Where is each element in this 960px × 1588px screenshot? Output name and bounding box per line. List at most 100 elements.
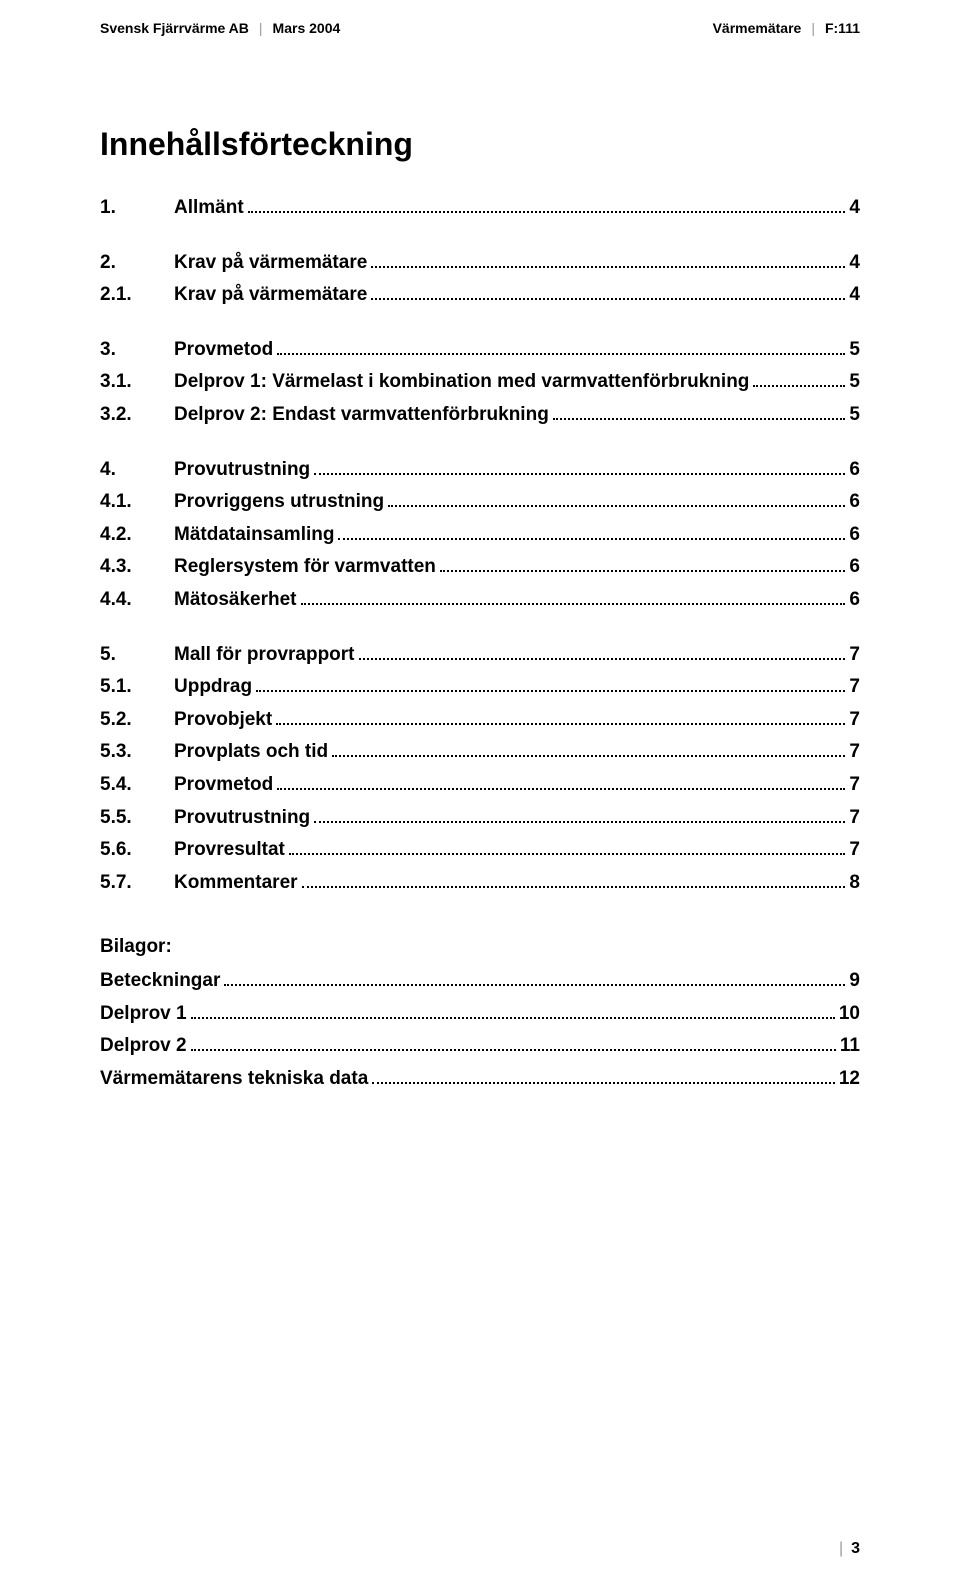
toc-entry-number: 4.3. bbox=[100, 554, 174, 581]
toc-entry-number: 4. bbox=[100, 457, 174, 484]
toc-entry-number: 4.4. bbox=[100, 587, 174, 614]
toc-entry-label: Delprov 2: Endast varmvattenförbrukning bbox=[174, 402, 549, 429]
appendix-leader-dots bbox=[191, 1034, 836, 1051]
toc-leader-dots bbox=[338, 523, 845, 540]
toc-entry: 4.2.Mätdatainsamling 6 bbox=[100, 522, 860, 549]
toc-entry-page: 6 bbox=[849, 587, 860, 614]
toc-entry-page: 6 bbox=[849, 522, 860, 549]
toc-entry-number: 5.3. bbox=[100, 739, 174, 766]
toc-leader-dots bbox=[388, 490, 845, 507]
toc-entry-label: Provutrustning bbox=[174, 805, 310, 832]
appendix-entry: Värmemätarens tekniska data 12 bbox=[100, 1066, 860, 1093]
toc-entry-page: 7 bbox=[849, 739, 860, 766]
appendix-entry-page: 12 bbox=[839, 1066, 860, 1093]
toc-entry-page: 6 bbox=[849, 489, 860, 516]
toc-leader-dots bbox=[553, 403, 846, 420]
toc-entry-number: 2. bbox=[100, 250, 174, 277]
toc-entry-page: 5 bbox=[849, 402, 860, 429]
toc-entry: 3.2.Delprov 2: Endast varmvattenförbrukn… bbox=[100, 402, 860, 429]
toc-entry-number: 5.7. bbox=[100, 870, 174, 897]
toc-entry: 5.6.Provresultat7 bbox=[100, 837, 860, 864]
toc-entry-label: Delprov 1: Värmelast i kombination med v… bbox=[174, 369, 749, 396]
toc-leader-dots bbox=[753, 370, 845, 387]
appendix-entry-page: 10 bbox=[839, 1001, 860, 1028]
appendix-entry-label: Värmemätarens tekniska data bbox=[100, 1066, 368, 1093]
toc-entry-label: Reglersystem för varmvatten bbox=[174, 554, 436, 581]
toc-entry-page: 7 bbox=[849, 642, 860, 669]
header-code: F:111 bbox=[825, 20, 860, 36]
appendix-entry-label: Delprov 2 bbox=[100, 1033, 187, 1060]
toc-entry-number: 4.1. bbox=[100, 489, 174, 516]
toc-entry-label: Provmetod bbox=[174, 772, 273, 799]
toc-entry-page: 4 bbox=[849, 250, 860, 277]
toc-entry-page: 7 bbox=[849, 837, 860, 864]
toc-entry-page: 6 bbox=[849, 457, 860, 484]
header-divider: | bbox=[259, 20, 263, 36]
toc-entry-label: Provmetod bbox=[174, 337, 273, 364]
toc-entry-page: 7 bbox=[849, 707, 860, 734]
toc-leader-dots bbox=[301, 588, 846, 605]
toc-leader-dots bbox=[302, 871, 846, 888]
toc-entry-number: 5.2. bbox=[100, 707, 174, 734]
toc-entry: 4.4.Mätosäkerhet6 bbox=[100, 587, 860, 614]
toc-leader-dots bbox=[359, 642, 846, 659]
appendix-entry: Delprov 1 10 bbox=[100, 1001, 860, 1028]
toc-entry: 3.1.Delprov 1: Värmelast i kombination m… bbox=[100, 369, 860, 396]
document-page: Svensk Fjärrvärme AB | Mars 2004 Värmemä… bbox=[0, 0, 960, 1588]
table-of-contents: 1.Allmänt42.Krav på värmemätare42.1.Krav… bbox=[100, 195, 860, 896]
toc-entry-label: Krav på värmemätare bbox=[174, 250, 367, 277]
toc-entry-number: 1. bbox=[100, 195, 174, 222]
toc-entry-label: Mätdatainsamling bbox=[174, 522, 334, 549]
appendix-entry: Delprov 2 11 bbox=[100, 1033, 860, 1060]
toc-entry-page: 7 bbox=[849, 772, 860, 799]
toc-entry-number: 5.4. bbox=[100, 772, 174, 799]
appendix-leader-dots bbox=[224, 969, 845, 986]
appendix-list: Beteckningar9Delprov 110Delprov 211Värme… bbox=[100, 968, 860, 1092]
header-date: Mars 2004 bbox=[273, 20, 341, 36]
toc-entry-number: 5.5. bbox=[100, 805, 174, 832]
toc-leader-dots bbox=[256, 675, 845, 692]
toc-entry: 5.4.Provmetod 7 bbox=[100, 772, 860, 799]
toc-entry-label: Krav på värmemätare bbox=[174, 282, 367, 309]
toc-entry: 2.Krav på värmemätare 4 bbox=[100, 250, 860, 277]
footer-divider: | bbox=[839, 1540, 843, 1557]
toc-entry-number: 5.6. bbox=[100, 837, 174, 864]
page-header: Svensk Fjärrvärme AB | Mars 2004 Värmemä… bbox=[100, 20, 860, 36]
toc-entry-label: Provriggens utrustning bbox=[174, 489, 384, 516]
header-section: Värmemätare bbox=[713, 20, 802, 36]
appendix-entry-page: 11 bbox=[840, 1033, 860, 1060]
toc-leader-dots bbox=[277, 338, 845, 355]
toc-entry-label: Provutrustning bbox=[174, 457, 310, 484]
toc-entry-page: 4 bbox=[849, 195, 860, 222]
toc-leader-dots bbox=[314, 805, 845, 822]
toc-entry-label: Provplats och tid bbox=[174, 739, 328, 766]
toc-section-gap bbox=[100, 614, 860, 636]
toc-leader-dots bbox=[277, 773, 845, 790]
footer-page-number: |3 bbox=[839, 1540, 860, 1558]
toc-entry-number: 3.2. bbox=[100, 402, 174, 429]
toc-leader-dots bbox=[289, 838, 846, 855]
toc-section-gap bbox=[100, 429, 860, 451]
toc-entry: 5.Mall för provrapport7 bbox=[100, 642, 860, 669]
appendix-entry-page: 9 bbox=[849, 968, 860, 995]
toc-entry-number: 3.1. bbox=[100, 369, 174, 396]
toc-entry: 5.7.Kommentarer8 bbox=[100, 870, 860, 897]
appendix-heading: Bilagor: bbox=[100, 936, 860, 958]
toc-entry: 4.1.Provriggens utrustning 6 bbox=[100, 489, 860, 516]
toc-entry: 3.Provmetod5 bbox=[100, 337, 860, 364]
toc-entry-page: 7 bbox=[849, 805, 860, 832]
toc-entry: 2.1.Krav på värmemätare4 bbox=[100, 282, 860, 309]
toc-entry: 5.5.Provutrustning 7 bbox=[100, 805, 860, 832]
toc-entry-label: Mall för provrapport bbox=[174, 642, 355, 669]
toc-entry: 4.3.Reglersystem för varmvatten 6 bbox=[100, 554, 860, 581]
toc-entry-label: Kommentarer bbox=[174, 870, 298, 897]
header-left: Svensk Fjärrvärme AB | Mars 2004 bbox=[100, 20, 340, 36]
header-right: Värmemätare | F:111 bbox=[713, 20, 860, 36]
toc-section-gap bbox=[100, 222, 860, 244]
toc-entry-number: 4.2. bbox=[100, 522, 174, 549]
appendix-entry-label: Delprov 1 bbox=[100, 1001, 187, 1028]
toc-leader-dots bbox=[371, 283, 845, 300]
toc-entry-page: 6 bbox=[849, 554, 860, 581]
toc-entry-number: 5.1. bbox=[100, 674, 174, 701]
appendix-leader-dots bbox=[372, 1067, 835, 1084]
